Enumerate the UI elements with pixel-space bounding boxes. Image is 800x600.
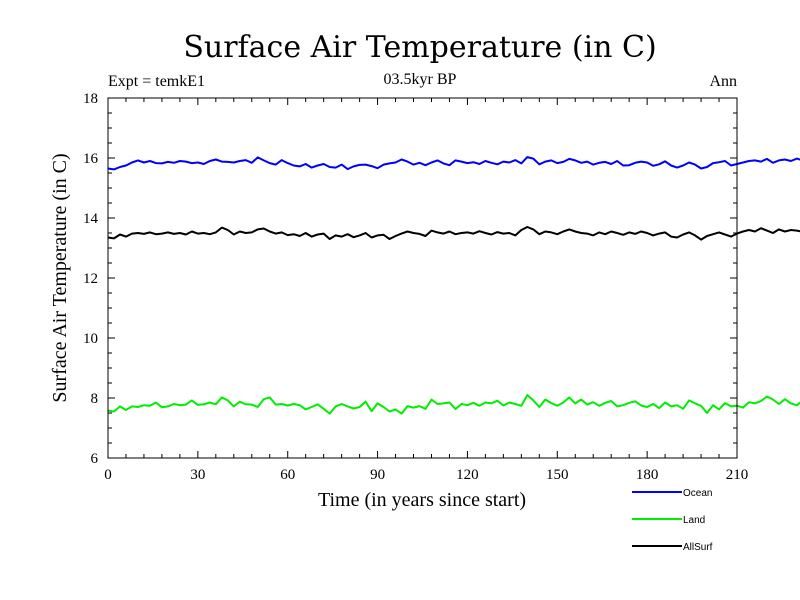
- y-tick-label: 16: [83, 151, 99, 167]
- plot-frame: [107, 97, 738, 459]
- x-tick-label: 120: [456, 467, 479, 483]
- x-tick-label: 30: [190, 467, 205, 483]
- y-tick-label: 18: [83, 91, 98, 107]
- series-line-ocean: [107, 156, 800, 171]
- chart-title: Surface Air Temperature (in C): [183, 30, 656, 65]
- y-tick-label: 14: [83, 211, 99, 227]
- y-tick-label: 6: [91, 451, 99, 467]
- chart-subtitle: 03.5kyr BP: [384, 71, 457, 88]
- x-tick-label: 60: [280, 467, 295, 483]
- legend-label-ocean: Ocean: [683, 488, 712, 499]
- x-tick-label: 90: [370, 467, 385, 483]
- x-tick-label: 180: [636, 467, 659, 483]
- legend-label-allsurf: AllSurf: [683, 542, 713, 553]
- y-tick-label: 10: [83, 331, 98, 347]
- x-tick-label: 0: [104, 467, 112, 483]
- series-lines: [107, 156, 800, 415]
- x-axis-label: Time (in years since start): [318, 489, 526, 511]
- legend: Ocean Land AllSurf: [632, 488, 713, 553]
- experiment-label: Expt = temkE1: [108, 73, 205, 90]
- series-line-allsurf: [107, 226, 800, 241]
- season-label: Ann: [709, 73, 737, 90]
- y-axis-label: Surface Air Temperature (in C): [49, 153, 71, 402]
- legend-label-land: Land: [683, 515, 705, 526]
- y-tick-label: 12: [83, 271, 98, 287]
- axis-ticks: 0 30 60 90 120 150 180 210 6 8 10 12 14 16 18: [83, 91, 748, 483]
- y-tick-label: 8: [91, 391, 99, 407]
- series-line-land: [107, 394, 800, 415]
- x-tick-label: 150: [546, 467, 569, 483]
- x-tick-label: 210: [726, 467, 749, 483]
